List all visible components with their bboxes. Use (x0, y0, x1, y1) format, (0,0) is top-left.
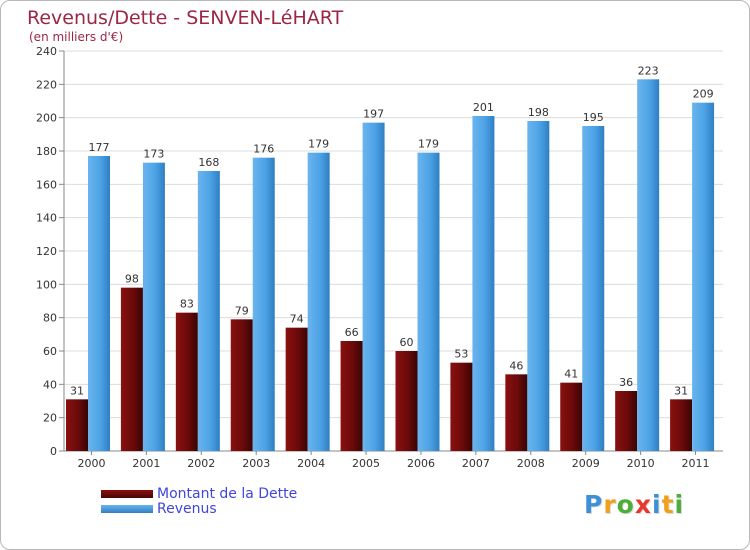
x-tick-label: 2006 (407, 457, 435, 470)
bar-debt (120, 287, 143, 451)
bar-revenus (637, 79, 660, 451)
data-label-debt: 46 (509, 359, 523, 372)
data-label-revenus: 209 (693, 88, 714, 101)
axis-layer: 0 20 40 60 80 100 120 140 160 180 200 220 240 2000 200… (36, 45, 723, 470)
y-tick-label: 160 (36, 178, 57, 191)
logo-letter: i (674, 490, 685, 519)
bar-layer (66, 79, 715, 452)
bar-debt (615, 391, 638, 451)
label-layer: 31 177 98 173 83 168 79 176 74 179 66 197 60 179 53 201… (70, 64, 714, 397)
data-label-revenus: 223 (638, 64, 659, 77)
x-tick-label: 2010 (627, 457, 655, 470)
logo-letter: i (652, 490, 662, 519)
data-label-debt: 31 (674, 384, 688, 397)
bar-debt (505, 374, 528, 451)
bar-revenus (142, 162, 165, 451)
logo-letter: r (603, 490, 617, 519)
data-label-debt: 31 (70, 384, 84, 397)
data-label-revenus: 179 (308, 138, 329, 151)
legend-swatch-revenus (101, 505, 153, 513)
bar-debt (340, 341, 363, 451)
x-tick-label: 2009 (572, 457, 600, 470)
y-tick-label: 220 (36, 78, 57, 91)
bar-revenus (417, 152, 440, 451)
bar-revenus (527, 121, 550, 451)
bar-debt (560, 382, 583, 451)
y-tick-label: 240 (36, 45, 57, 58)
bar-debt (285, 327, 308, 451)
bar-revenus (88, 156, 110, 451)
data-label-revenus: 201 (473, 101, 494, 114)
y-tick-label: 20 (43, 412, 57, 425)
bar-debt (230, 319, 253, 451)
y-tick-label: 120 (36, 245, 57, 258)
data-label-debt: 41 (564, 368, 578, 381)
legend-label-revenus: Revenus (157, 501, 217, 517)
logo-letter: t (661, 490, 675, 519)
logo-letter: x (634, 490, 652, 519)
chart-title: Revenus/Dette - SENVEN-LéHART (27, 7, 344, 29)
bar-debt (450, 362, 473, 451)
bar-revenus (472, 116, 495, 451)
bar-debt (66, 399, 88, 451)
logo-letter: P (584, 490, 604, 519)
x-tick-label: 2000 (77, 457, 105, 470)
data-label-revenus: 176 (253, 143, 274, 156)
data-label-debt: 79 (235, 304, 249, 317)
bar-revenus (582, 126, 605, 451)
grid-layer (64, 50, 723, 419)
x-tick-label: 2001 (132, 457, 160, 470)
data-label-debt: 83 (180, 298, 194, 311)
bar-revenus (362, 122, 385, 452)
data-label-revenus: 195 (583, 111, 604, 124)
proxiti-logo: Proxiti (584, 490, 684, 519)
bar-debt (395, 351, 418, 451)
y-tick-label: 80 (43, 312, 57, 325)
data-label-revenus: 177 (89, 141, 110, 154)
bar-debt (670, 399, 693, 451)
legend-swatch-debt (101, 490, 153, 498)
y-tick-label: 0 (50, 445, 57, 458)
x-tick-label: 2004 (297, 457, 325, 470)
logo-letter: o (616, 490, 635, 519)
bar-revenus (197, 171, 220, 451)
chart-subtitle: (en milliers d'€) (29, 30, 124, 44)
x-tick-label: 2005 (352, 457, 380, 470)
y-tick-label: 60 (43, 345, 57, 358)
data-label-revenus: 198 (528, 106, 549, 119)
data-label-debt: 74 (290, 313, 304, 326)
data-label-revenus: 168 (198, 156, 219, 169)
bar-revenus (252, 157, 275, 451)
bar-debt (175, 312, 198, 451)
x-tick-label: 2011 (682, 457, 710, 470)
bar-revenus (692, 102, 715, 452)
data-label-debt: 66 (345, 326, 359, 339)
data-label-revenus: 173 (143, 148, 164, 161)
data-label-debt: 98 (125, 273, 139, 286)
x-tick-label: 2002 (187, 457, 215, 470)
y-tick-label: 180 (36, 145, 57, 158)
data-label-revenus: 179 (418, 138, 439, 151)
y-tick-label: 140 (36, 212, 57, 225)
data-label-revenus: 197 (363, 108, 384, 121)
data-label-debt: 36 (619, 376, 633, 389)
bar-revenus (307, 152, 330, 451)
data-label-debt: 53 (454, 348, 468, 361)
x-tick-label: 2003 (242, 457, 270, 470)
x-tick-label: 2007 (462, 457, 490, 470)
y-tick-label: 200 (36, 112, 57, 125)
y-tick-label: 100 (36, 278, 57, 291)
legend-label-debt: Montant de la Dette (157, 486, 298, 502)
y-tick-label: 40 (43, 378, 57, 391)
x-tick-label: 2008 (517, 457, 545, 470)
data-label-debt: 60 (400, 336, 414, 349)
